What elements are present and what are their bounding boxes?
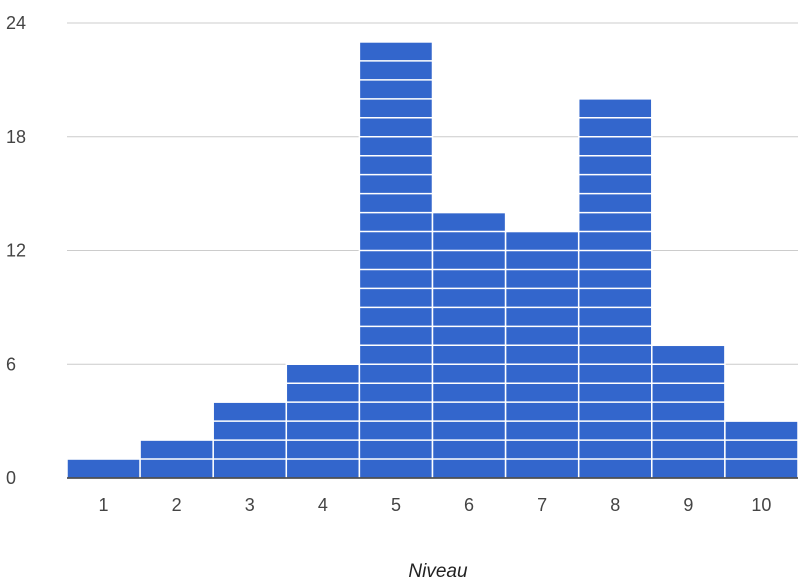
x-tick-label: 9 [683,495,693,515]
bar [651,344,726,479]
x-tick-label: 10 [751,495,771,515]
bar [504,230,580,479]
bar [285,363,361,479]
bar [139,439,214,479]
y-axis-tick-labels: 0 6 12 18 24 [6,13,26,488]
y-tick-label: 24 [6,13,26,33]
bar [577,98,653,479]
y-tick-label: 12 [6,241,26,261]
bar-fill [651,345,725,478]
bar-fill [67,459,141,478]
bar-fill [724,421,798,478]
bar [724,420,798,479]
bar [431,211,507,479]
x-axis-tick-labels: 1 2 3 4 5 6 7 8 9 10 [99,495,772,515]
y-tick-label: 0 [6,468,16,488]
y-tick-label: 6 [6,354,16,374]
x-tick-label: 2 [172,495,182,515]
bar [358,41,434,479]
bar [212,401,288,479]
bar [66,458,141,479]
bar-fill [359,41,433,478]
x-tick-label: 1 [99,495,109,515]
x-tick-label: 5 [391,495,401,515]
x-axis-title: Niveau [408,561,468,581]
bar-fill [505,231,579,478]
x-tick-label: 8 [610,495,620,515]
x-tick-label: 4 [318,495,328,515]
x-tick-label: 7 [537,495,547,515]
bars [66,41,798,479]
x-tick-label: 3 [245,495,255,515]
y-tick-label: 18 [6,127,26,147]
x-tick-label: 6 [464,495,474,515]
